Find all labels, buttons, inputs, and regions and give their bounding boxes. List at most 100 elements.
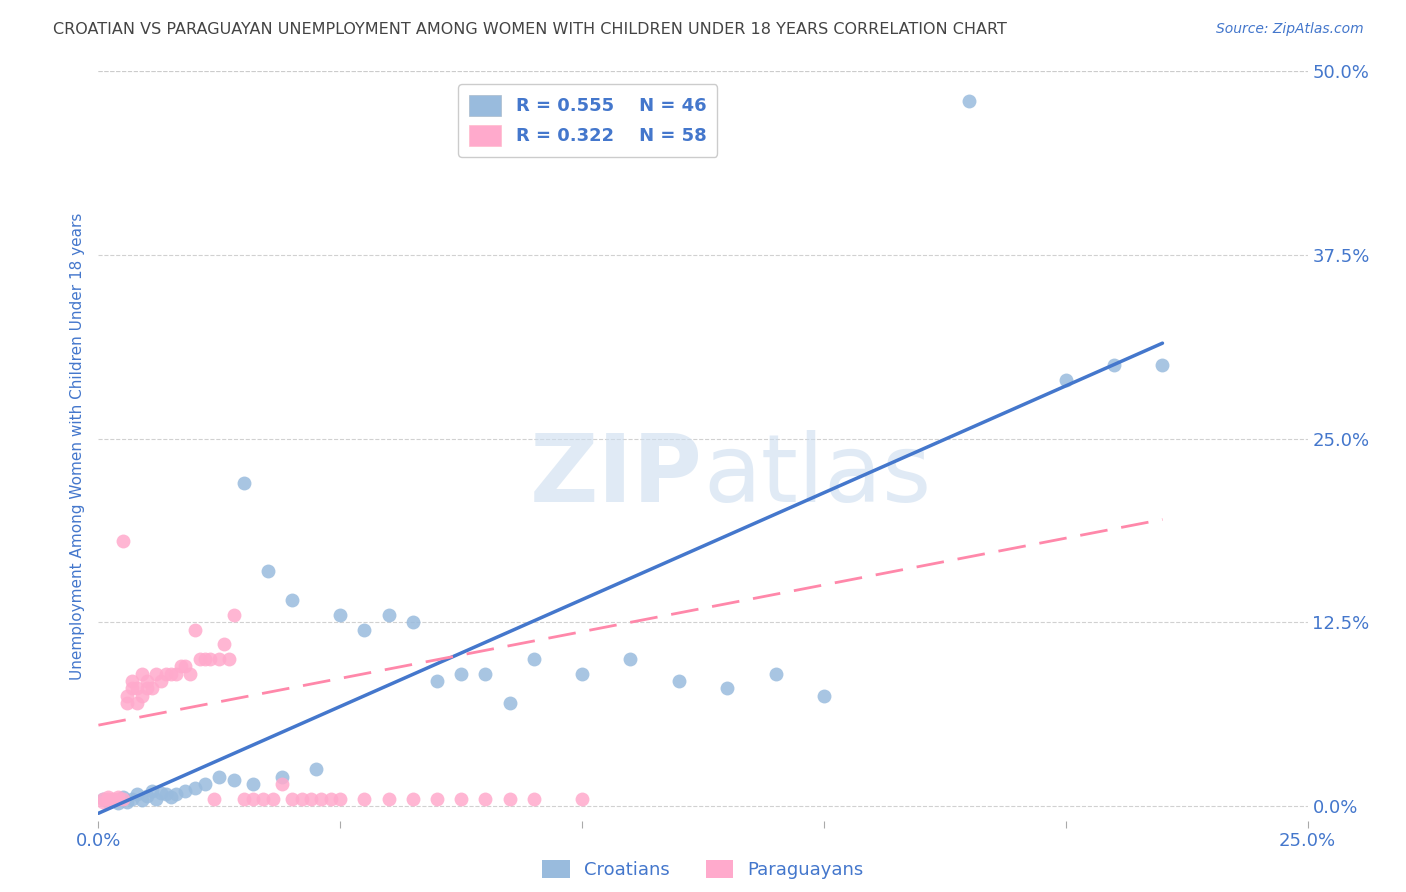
Point (232, 475, 254, 490)
Point (813, 689, 835, 703)
Point (194, 777, 217, 791)
Point (402, 791, 425, 805)
Point (262, 791, 284, 805)
Point (222, 772, 245, 787)
Point (131, 666, 153, 681)
Point (184, 781, 207, 796)
Point (1152, 358, 1174, 372)
Point (127, 696, 149, 710)
Point (101, 791, 124, 805)
Point (117, 696, 139, 710)
Point (208, 652, 231, 666)
Point (121, 681, 143, 696)
Point (101, 793, 124, 807)
Point (155, 787, 177, 801)
Point (222, 607, 245, 622)
Point (218, 652, 240, 666)
Point (101, 793, 124, 807)
Point (498, 696, 520, 710)
Point (184, 623, 207, 637)
Point (1102, 358, 1125, 372)
Point (174, 659, 197, 673)
Point (426, 674, 449, 689)
Point (242, 777, 264, 791)
Point (299, 791, 322, 805)
Point (474, 666, 496, 681)
Point (117, 795, 139, 809)
Point (135, 789, 157, 803)
Point (91, 791, 114, 805)
Point (242, 791, 264, 805)
Point (523, 791, 546, 805)
Point (402, 615, 425, 630)
Point (97, 790, 120, 805)
Point (141, 784, 163, 798)
Point (135, 674, 157, 689)
Point (131, 793, 153, 807)
Point (309, 791, 332, 805)
Point (957, 94, 980, 108)
Point (160, 666, 183, 681)
Text: ZIP: ZIP (530, 430, 703, 522)
Text: Source: ZipAtlas.com: Source: ZipAtlas.com (1216, 22, 1364, 37)
Point (204, 791, 226, 805)
Point (523, 652, 546, 666)
Point (765, 666, 787, 681)
Point (145, 791, 167, 805)
Point (377, 607, 399, 622)
Point (377, 791, 399, 805)
Point (107, 790, 129, 805)
Point (150, 674, 173, 689)
Point (353, 791, 375, 805)
Point (160, 790, 183, 805)
Point (145, 666, 167, 681)
Point (498, 791, 520, 805)
Point (111, 791, 134, 805)
Point (426, 791, 449, 805)
Point (165, 666, 187, 681)
Point (131, 689, 153, 703)
Point (155, 666, 177, 681)
Point (117, 689, 139, 703)
Point (619, 652, 641, 666)
Point (198, 652, 221, 666)
Point (188, 652, 211, 666)
Point (91, 795, 114, 809)
Point (111, 790, 134, 805)
Point (97, 791, 120, 805)
Point (150, 786, 173, 800)
Point (716, 681, 738, 696)
Point (127, 787, 149, 801)
Point (1054, 373, 1077, 387)
Point (127, 681, 149, 696)
Point (232, 791, 254, 805)
Point (450, 791, 472, 805)
Point (252, 791, 274, 805)
Point (121, 791, 143, 805)
Legend: Croatians, Paraguayans: Croatians, Paraguayans (543, 860, 863, 879)
Point (668, 674, 690, 689)
Point (174, 784, 197, 798)
Point (329, 607, 352, 622)
Point (281, 593, 304, 607)
Point (474, 791, 496, 805)
Point (179, 666, 201, 681)
Point (194, 652, 217, 666)
Point (450, 666, 472, 681)
Point (271, 777, 294, 791)
Text: atlas: atlas (703, 430, 931, 522)
Point (571, 791, 593, 805)
Point (290, 791, 312, 805)
Point (169, 659, 191, 673)
Point (165, 787, 187, 801)
Point (111, 534, 134, 549)
Text: CROATIAN VS PARAGUAYAN UNEMPLOYMENT AMONG WOMEN WITH CHILDREN UNDER 18 YEARS COR: CROATIAN VS PARAGUAYAN UNEMPLOYMENT AMON… (53, 22, 1007, 37)
Point (271, 770, 294, 784)
Point (121, 674, 143, 689)
Point (305, 762, 328, 776)
Point (319, 791, 342, 805)
Point (256, 564, 278, 578)
Point (281, 791, 304, 805)
Point (329, 791, 352, 805)
Point (107, 791, 129, 805)
